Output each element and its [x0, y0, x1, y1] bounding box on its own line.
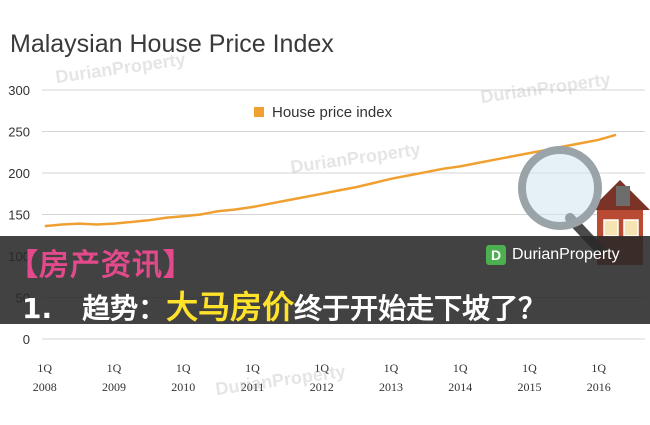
- headline-number: 1.: [22, 292, 53, 325]
- x-tick-year: 2012: [310, 380, 334, 394]
- chart-title: Malaysian House Price Index: [10, 30, 334, 58]
- y-tick-label: 250: [8, 125, 30, 140]
- x-tick-year: 2011: [241, 380, 265, 394]
- headline-pre: 趋势：: [82, 292, 167, 325]
- x-tick-quarter: 1Q: [37, 361, 52, 375]
- x-tick-year: 2014: [448, 380, 472, 394]
- x-tick-year: 2015: [517, 380, 541, 394]
- x-tick-quarter: 1Q: [591, 361, 606, 375]
- brand-logo-icon: D: [486, 245, 506, 265]
- headline-banner: 【房产资讯】 1. 趋势：大马房价终于开始走下坡了？: [0, 236, 650, 326]
- series-line-house-price-index: [44, 133, 617, 228]
- y-tick-label: 300: [8, 83, 30, 98]
- legend: House price index: [254, 104, 393, 121]
- x-tick-year: 2008: [33, 380, 57, 394]
- headline-post: 终于开始走下坡了？: [294, 292, 547, 325]
- headline-highlight: 大马房价: [166, 288, 295, 326]
- x-tick-quarter: 1Q: [384, 361, 399, 375]
- x-tick-year: 2016: [587, 380, 611, 394]
- legend-label: House price index: [272, 104, 393, 121]
- x-tick-quarter: 1Q: [107, 361, 122, 375]
- x-tick-year: 2010: [171, 380, 195, 394]
- x-tick-quarter: 1Q: [522, 361, 537, 375]
- x-tick-quarter: 1Q: [245, 361, 260, 375]
- brand: D DurianProperty: [486, 244, 620, 266]
- brand-name: DurianProperty: [512, 246, 620, 263]
- category-tag: 【房产资讯】: [8, 248, 194, 283]
- y-tick-label: 150: [8, 208, 30, 223]
- x-tick-quarter: 1Q: [314, 361, 329, 375]
- x-tick-quarter: 1Q: [453, 361, 468, 375]
- y-tick-label: 200: [8, 166, 30, 181]
- x-tick-quarter: 1Q: [176, 361, 191, 375]
- legend-swatch: [254, 107, 264, 117]
- x-tick-year: 2009: [102, 380, 126, 394]
- x-axis: 1Q 2008 1Q 2009 1Q 2010 1Q 2011 1Q 2012 1Q 2013 1Q 20…: [33, 361, 611, 394]
- y-tick-label: 0: [23, 332, 30, 347]
- x-tick-year: 2013: [379, 380, 403, 394]
- headline: 1. 趋势：大马房价终于开始走下坡了？: [22, 282, 546, 328]
